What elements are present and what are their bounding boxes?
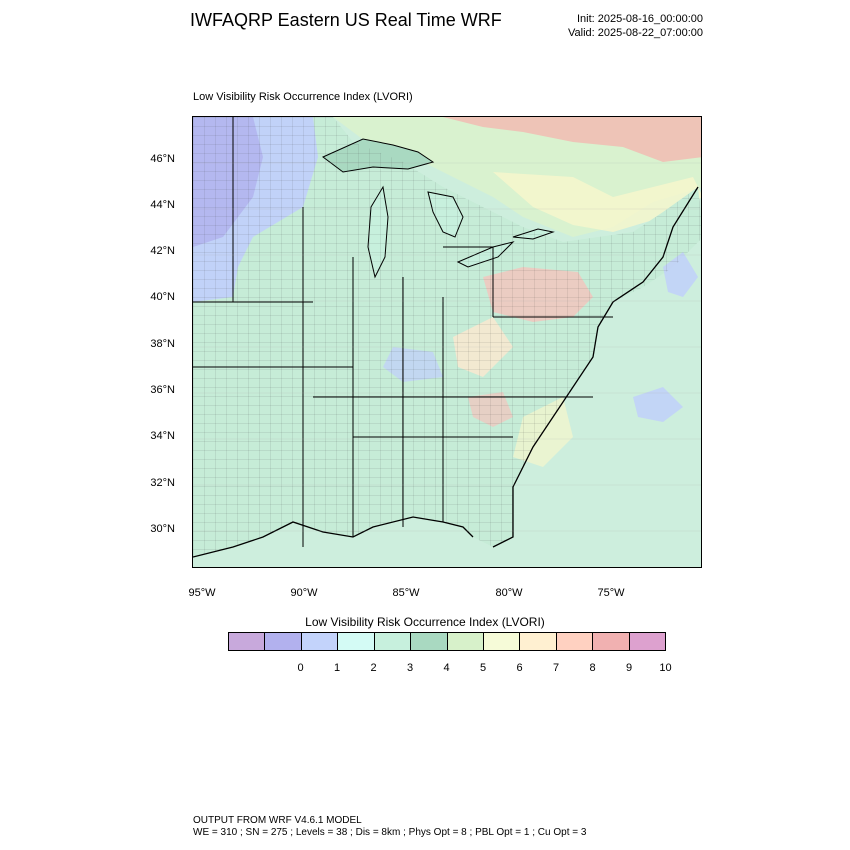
colorbar-tick-label: 4 bbox=[443, 662, 450, 674]
colorbar-tick-label: 3 bbox=[406, 662, 414, 674]
map-panel[interactable] bbox=[192, 116, 702, 568]
lat-label: 32°N bbox=[150, 477, 175, 489]
init-time: Init: 2025-08-16_00:00:00 bbox=[577, 13, 703, 25]
colorbar-tick-label: 10 bbox=[659, 662, 672, 674]
lon-label: 80°W bbox=[495, 587, 523, 599]
model-info: OUTPUT FROM WRF V4.6.1 MODEL bbox=[193, 815, 362, 826]
colorbar-swatch bbox=[629, 633, 666, 650]
colorbar-title: Low Visibility Risk Occurrence Index (LV… bbox=[305, 615, 545, 629]
map-canvas bbox=[193, 117, 701, 567]
lat-label: 42°N bbox=[150, 245, 175, 257]
colorbar-tick-label: 8 bbox=[589, 662, 596, 674]
colorbar-swatch bbox=[520, 633, 557, 650]
plot-title: Low Visibility Risk Occurrence Index (LV… bbox=[193, 91, 413, 103]
model-params: WE = 310 ; SN = 275 ; Levels = 38 ; Dis … bbox=[193, 827, 587, 838]
colorbar-swatch bbox=[374, 633, 412, 650]
colorbar-swatch bbox=[411, 633, 448, 650]
colorbar-tick-label: 5 bbox=[479, 662, 487, 674]
colorbar-tick-label: 0 bbox=[297, 662, 304, 674]
colorbar-swatch bbox=[301, 633, 339, 650]
colorbar-swatch bbox=[338, 633, 375, 650]
lat-label: 36°N bbox=[150, 384, 175, 396]
state-borders bbox=[193, 117, 613, 547]
valid-time: Valid: 2025-08-22_07:00:00 bbox=[568, 27, 703, 39]
lon-label: 95°W bbox=[188, 587, 216, 599]
colorbar-tick-label: 9 bbox=[625, 662, 633, 674]
colorbar-tick-label: 1 bbox=[333, 662, 341, 674]
colorbar-swatch bbox=[556, 633, 594, 650]
lat-label: 40°N bbox=[150, 291, 175, 303]
lon-label: 75°W bbox=[597, 587, 625, 599]
colorbar-swatch bbox=[229, 633, 266, 650]
lat-label: 44°N bbox=[150, 199, 175, 211]
colorbar-tick-label: 7 bbox=[552, 662, 560, 674]
lat-label: 46°N bbox=[150, 153, 175, 165]
colorbar-tick-label: 2 bbox=[370, 662, 377, 674]
atlantic-coastline bbox=[492, 186, 699, 548]
lon-label: 85°W bbox=[392, 587, 420, 599]
colorbar bbox=[228, 632, 666, 651]
colorbar-swatch bbox=[483, 633, 521, 650]
colorbar-swatch bbox=[265, 633, 302, 650]
colorbar-tick-label: 6 bbox=[516, 662, 523, 674]
lat-label: 38°N bbox=[150, 338, 175, 350]
lon-label: 90°W bbox=[290, 587, 318, 599]
canada-high-risk bbox=[443, 117, 701, 162]
map-title: IWFAQRP Eastern US Real Time WRF bbox=[190, 10, 502, 30]
lat-label: 34°N bbox=[150, 430, 175, 442]
colorbar-swatch bbox=[593, 633, 630, 650]
lat-label: 30°N bbox=[150, 523, 175, 535]
colorbar-swatch bbox=[447, 633, 484, 650]
